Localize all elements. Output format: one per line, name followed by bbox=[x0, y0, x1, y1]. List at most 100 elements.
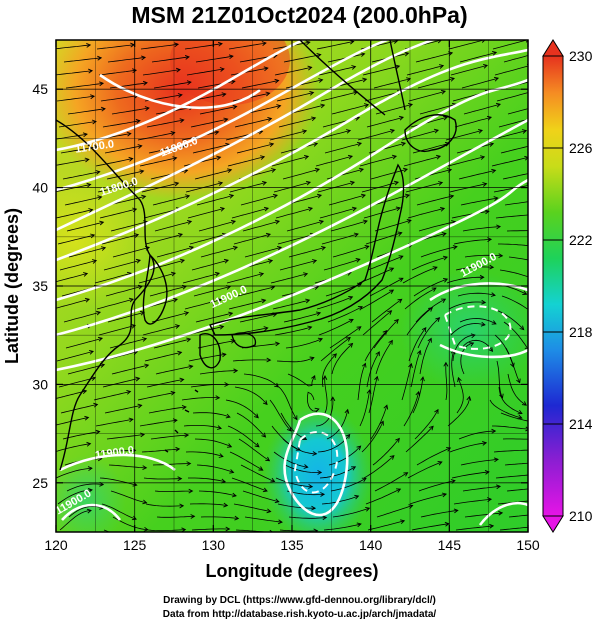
streamline-arrow bbox=[219, 67, 225, 72]
streamline bbox=[500, 145, 528, 154]
streamline-arrow bbox=[179, 118, 185, 123]
y-tick-label: 45 bbox=[32, 81, 48, 97]
streamline-arrow bbox=[183, 311, 190, 316]
streamline-arrow bbox=[267, 116, 273, 122]
streamline bbox=[416, 447, 451, 466]
streamline-arrow bbox=[538, 77, 542, 81]
streamline bbox=[99, 477, 137, 486]
streamline-arrow bbox=[263, 206, 270, 212]
streamline bbox=[236, 143, 274, 154]
streamline bbox=[107, 311, 145, 323]
colorbar: 210 214 218 222 226 230 bbox=[542, 39, 593, 533]
streamline-arrow bbox=[389, 128, 395, 134]
streamline-arrow bbox=[406, 219, 412, 224]
streamline-arrow bbox=[91, 259, 98, 264]
streamline bbox=[111, 107, 149, 115]
streamline bbox=[417, 317, 440, 349]
streamline-arrow bbox=[218, 453, 224, 458]
streamline bbox=[412, 142, 450, 154]
streamline bbox=[326, 29, 363, 36]
streamline bbox=[97, 449, 136, 453]
streamline bbox=[495, 214, 528, 219]
streamline-arrow bbox=[532, 276, 536, 280]
streamline bbox=[62, 32, 99, 36]
streamline bbox=[362, 65, 400, 76]
x-tick-label: 135 bbox=[280, 537, 304, 553]
streamline-arrow bbox=[364, 245, 370, 250]
streamline bbox=[56, 44, 91, 50]
height-contour bbox=[56, 178, 528, 372]
streamline-arrow bbox=[82, 132, 88, 138]
streamline-arrow bbox=[186, 219, 193, 225]
streamline-arrow bbox=[322, 375, 328, 381]
streamline-arrow bbox=[177, 476, 183, 482]
streamline bbox=[200, 246, 238, 258]
streamline bbox=[101, 234, 139, 245]
streamline-arrow bbox=[452, 245, 458, 250]
height-contour bbox=[56, 118, 528, 337]
streamline bbox=[363, 455, 395, 479]
streamline bbox=[362, 310, 392, 336]
streamline bbox=[286, 490, 325, 496]
colorbar-ticks: 210 214 218 222 226 230 bbox=[543, 48, 593, 524]
streamline bbox=[448, 40, 486, 50]
streamline-arrow bbox=[178, 232, 184, 238]
streamline-arrow bbox=[311, 375, 316, 381]
streamline bbox=[369, 277, 404, 297]
streamline-arrow bbox=[270, 168, 277, 173]
streamline bbox=[370, 28, 407, 36]
streamline bbox=[193, 286, 231, 297]
streamline-arrow bbox=[403, 27, 407, 31]
streamline-arrow bbox=[416, 349, 422, 355]
streamline-arrow bbox=[95, 30, 99, 34]
height-contour bbox=[61, 503, 122, 521]
streamline bbox=[277, 503, 316, 509]
streamline-arrow bbox=[217, 41, 223, 47]
streamline-arrow bbox=[225, 413, 231, 419]
streamline bbox=[104, 145, 142, 154]
streamline bbox=[183, 425, 222, 429]
streamline-arrow bbox=[522, 290, 528, 295]
streamline-arrow bbox=[228, 193, 235, 199]
colorbar-tick-label: 214 bbox=[569, 416, 593, 432]
streamline-arrow bbox=[495, 102, 501, 108]
streamline-arrow bbox=[434, 408, 439, 414]
streamline-arrow bbox=[274, 498, 280, 504]
streamline bbox=[154, 221, 192, 232]
streamline bbox=[150, 434, 189, 440]
streamline-arrow bbox=[388, 339, 393, 345]
streamline bbox=[332, 245, 369, 258]
streamline-arrow bbox=[493, 457, 499, 463]
streamline-arrow bbox=[516, 378, 521, 384]
streamline-arrow bbox=[219, 324, 225, 330]
streamline-arrow bbox=[519, 325, 525, 331]
streamline bbox=[143, 477, 182, 480]
coastline bbox=[404, 114, 457, 152]
streamline bbox=[368, 142, 406, 154]
streamline bbox=[141, 448, 180, 453]
colorbar-tick-label: 218 bbox=[569, 324, 593, 340]
streamline-arrow bbox=[397, 298, 403, 304]
streamline bbox=[375, 340, 393, 375]
streamline-arrow bbox=[383, 404, 389, 410]
streamline-arrow bbox=[260, 155, 266, 160]
streamline bbox=[110, 221, 148, 232]
streamline bbox=[496, 92, 528, 102]
streamline bbox=[460, 459, 499, 466]
streamline-arrow bbox=[218, 181, 224, 186]
streamline bbox=[506, 488, 528, 492]
streamline-arrow bbox=[170, 271, 176, 277]
streamline-arrow bbox=[227, 443, 233, 448]
streamline-arrow bbox=[223, 502, 229, 508]
streamline bbox=[410, 350, 421, 388]
streamline bbox=[145, 503, 184, 507]
colorbar-bar bbox=[542, 55, 564, 517]
streamline bbox=[225, 399, 259, 418]
streamline-arrow bbox=[229, 469, 235, 474]
streamline bbox=[492, 308, 524, 330]
streamline-arrow bbox=[351, 65, 357, 70]
streamline-arrow bbox=[311, 116, 317, 122]
streamline bbox=[373, 78, 411, 89]
streamline-arrow bbox=[449, 194, 455, 200]
height-contour bbox=[56, 48, 528, 262]
